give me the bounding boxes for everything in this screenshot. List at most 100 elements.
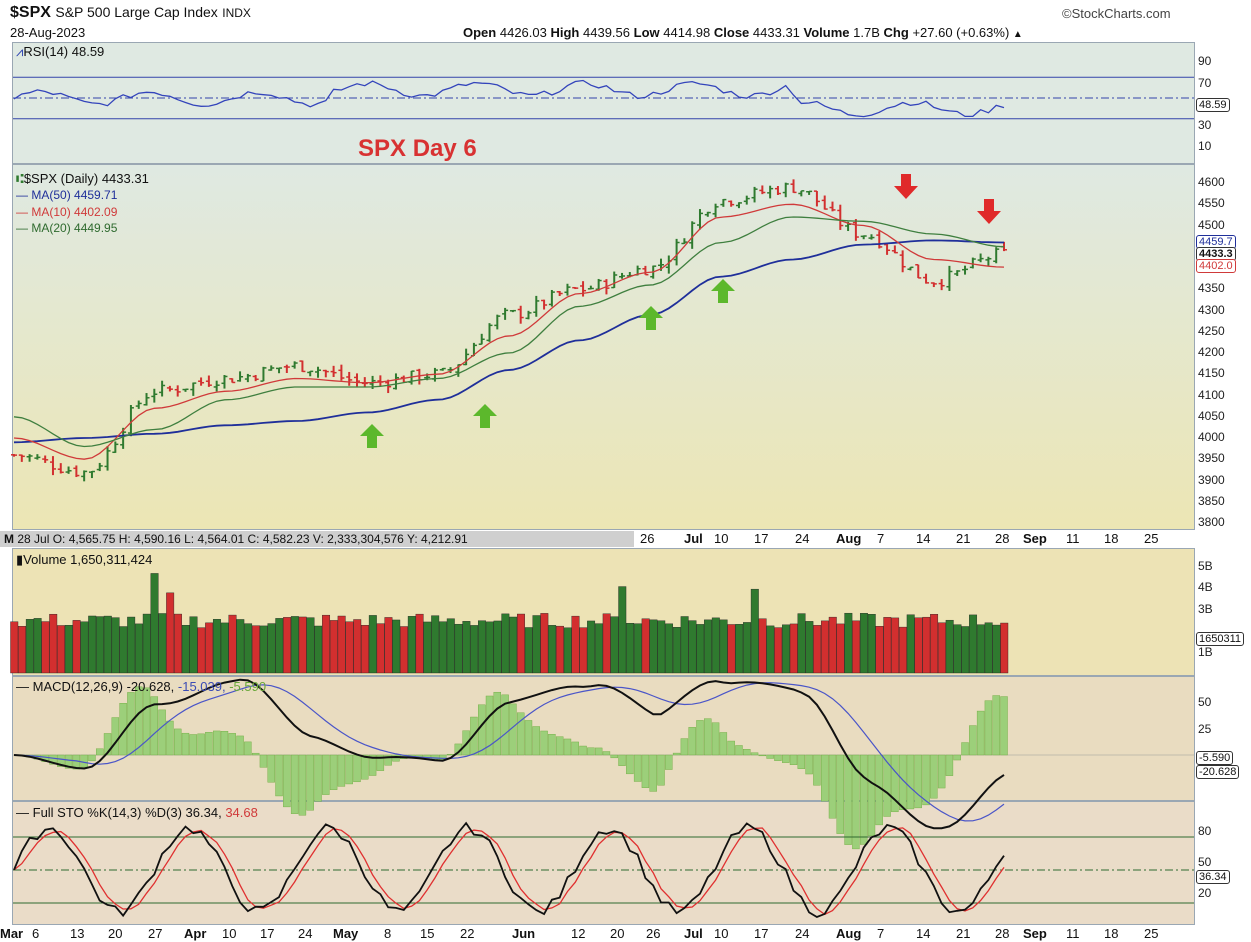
macd-histogram-bar xyxy=(446,753,455,756)
volume-bar xyxy=(174,613,182,674)
annotation-title: SPX Day 6 xyxy=(358,135,477,162)
date-tick: 11 xyxy=(1066,926,1080,941)
macd-histogram-bar xyxy=(750,752,759,756)
date-tick: 28 xyxy=(995,531,1010,546)
macd-histogram-bar xyxy=(329,754,338,790)
macd-histogram-bar xyxy=(493,691,502,756)
date-tick: 6 xyxy=(32,926,40,941)
macd-histogram-bar xyxy=(150,696,159,756)
date-tick: 10 xyxy=(714,926,729,941)
date-tick: 25 xyxy=(1144,926,1159,941)
date-tick: 17 xyxy=(754,531,769,546)
ma50-label: MA(50) 4459.71 xyxy=(31,188,118,202)
macd-histogram-bar xyxy=(696,720,704,756)
macd-signal-value: -15.039, xyxy=(177,679,226,694)
macd-histogram-bar xyxy=(789,754,798,765)
macd-histogram-bar xyxy=(49,754,57,765)
date-tick: 14 xyxy=(916,531,931,546)
volume-bar xyxy=(594,623,603,674)
volume-bar xyxy=(49,613,58,674)
macd-histogram-bar xyxy=(524,720,533,756)
date-tick: 17 xyxy=(754,926,769,941)
volume-bar xyxy=(57,625,65,674)
low-label: Low xyxy=(633,25,660,40)
volume-bar xyxy=(680,616,689,674)
macd-histogram-bar xyxy=(571,741,579,756)
date-tick: 7 xyxy=(877,531,885,546)
volume-bar xyxy=(930,614,939,674)
macd-value-box: -20.628 xyxy=(1196,765,1240,779)
macd-histogram-bar xyxy=(259,754,268,768)
macd-histogram-bar xyxy=(478,704,486,756)
macd-histogram-bar xyxy=(953,754,961,761)
ma10-line xyxy=(13,203,1005,460)
volume-bar xyxy=(727,624,736,674)
volume-bar xyxy=(431,615,440,674)
price-tick: 4200 xyxy=(1198,345,1225,359)
macd-hist-box: -5.590 xyxy=(1196,751,1234,765)
volume-bar xyxy=(72,620,81,674)
volume-bar xyxy=(906,614,915,674)
up-arrow-icon xyxy=(360,424,384,448)
macd-histogram-bar xyxy=(368,754,377,776)
macd-histogram-bar xyxy=(181,732,190,756)
volume-bar xyxy=(953,624,962,674)
date-tick: 26 xyxy=(646,926,661,941)
volume-bar xyxy=(641,618,650,674)
ma20-legend: — MA(20) 4449.95 xyxy=(16,221,118,235)
volume-bar xyxy=(774,627,783,674)
volume-bar xyxy=(711,617,720,674)
volume-bar xyxy=(719,619,728,674)
volume-bar xyxy=(587,620,596,674)
macd-legend: — MACD(12,26,9) -20.628, -15.039, -5.590 xyxy=(16,679,267,694)
macd-line xyxy=(13,678,1005,830)
macd-histogram-bar xyxy=(563,738,572,756)
macd-histogram-bar xyxy=(64,754,73,769)
macd-histogram-bar xyxy=(984,700,993,756)
macd-histogram-bar xyxy=(174,728,182,756)
macd-histogram-bar xyxy=(969,725,977,756)
volume-bar xyxy=(454,623,463,674)
macd-histogram-bar xyxy=(735,745,743,756)
ma10-value-box: 4402.0 xyxy=(1196,259,1236,273)
macd-histogram-bar xyxy=(298,754,307,816)
down-arrow-icon xyxy=(894,174,918,199)
date-tick: 21 xyxy=(956,531,971,546)
macd-histogram-bar xyxy=(205,732,213,756)
date-tick: 13 xyxy=(70,926,85,941)
macd-histogram-bar xyxy=(228,733,236,756)
sto-label: Full STO %K(14,3) %D(3) xyxy=(32,805,182,820)
volume-bar xyxy=(111,617,120,674)
macd-histogram-bar xyxy=(641,754,650,788)
date-tick: 21 xyxy=(956,926,971,941)
rsi-panel xyxy=(12,42,1195,164)
macd-histogram-bar xyxy=(516,712,525,756)
volume-bar xyxy=(602,613,611,674)
volume-bar xyxy=(10,621,19,674)
sto-tick-20: 20 xyxy=(1198,886,1212,900)
up-arrow-icon xyxy=(639,306,663,330)
volume-bar xyxy=(493,620,502,674)
date-tick: 22 xyxy=(460,926,475,941)
date-tick: Apr xyxy=(184,926,207,941)
open-label: Open xyxy=(463,25,497,40)
volume-bar xyxy=(283,617,292,674)
volume-bar xyxy=(33,618,42,674)
volume-bar xyxy=(859,613,868,674)
volume-bar xyxy=(649,619,658,674)
macd-histogram-bar xyxy=(158,709,166,756)
volume-bar xyxy=(88,615,97,674)
price-tick: 4350 xyxy=(1198,281,1225,296)
volume-bar xyxy=(314,625,323,674)
vol-tick-3b: 3B xyxy=(1198,602,1213,616)
macd-histogram-bar xyxy=(743,749,751,756)
volume-bar xyxy=(922,616,931,674)
volume-bar xyxy=(1000,622,1009,674)
volume-bar xyxy=(540,613,549,674)
volume-bar xyxy=(96,616,104,674)
chg-label: Chg xyxy=(883,25,909,40)
date-tick: Jul xyxy=(684,926,703,941)
price-tick: 3850 xyxy=(1198,493,1225,508)
date-tick: 14 xyxy=(916,926,931,941)
macd-histogram-bar xyxy=(392,754,400,762)
